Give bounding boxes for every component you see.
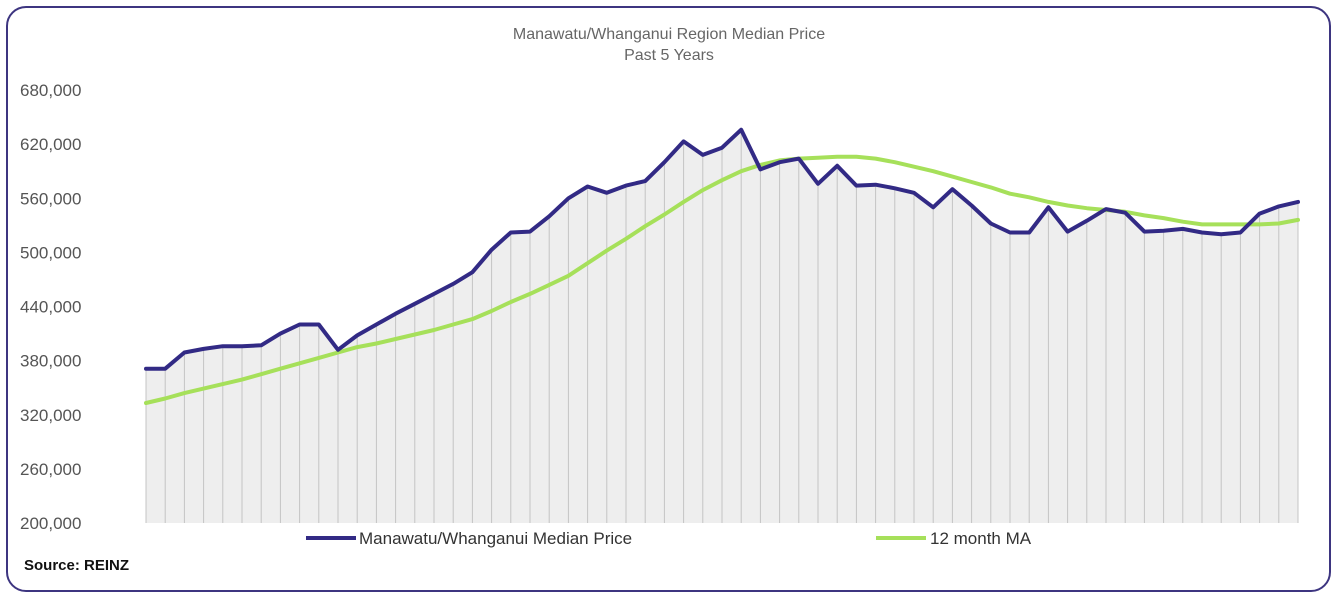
y-tick-label: 380,000 <box>20 352 81 371</box>
y-tick-label: 680,000 <box>20 81 81 100</box>
y-tick-label: 260,000 <box>20 460 81 479</box>
legend: Manawatu/Whanganui Median Price 12 month… <box>306 529 1032 548</box>
y-tick-label: 320,000 <box>20 406 81 425</box>
vertical-gridlines <box>145 129 1299 523</box>
y-tick-label: 440,000 <box>20 298 81 317</box>
y-tick-label: 620,000 <box>20 135 81 154</box>
y-tick-label: 200,000 <box>20 514 81 533</box>
y-tick-label: 500,000 <box>20 243 81 262</box>
legend-label-12-month-ma: 12 month MA <box>930 529 1032 548</box>
legend-label-median-price: Manawatu/Whanganui Median Price <box>359 529 632 548</box>
y-tick-label: 560,000 <box>20 189 81 208</box>
source-note: Source: REINZ <box>24 557 130 574</box>
series-lines <box>144 127 1300 405</box>
series-line-median-price <box>144 127 1300 371</box>
chart-subtitle: Past 5 Years <box>624 47 714 64</box>
y-axis-ticks: 200,000 260,000 320,000 380,000 440,000 500,0… <box>20 81 81 533</box>
chart-title: Manawatu/Whanganui Region Median Price <box>513 26 825 43</box>
